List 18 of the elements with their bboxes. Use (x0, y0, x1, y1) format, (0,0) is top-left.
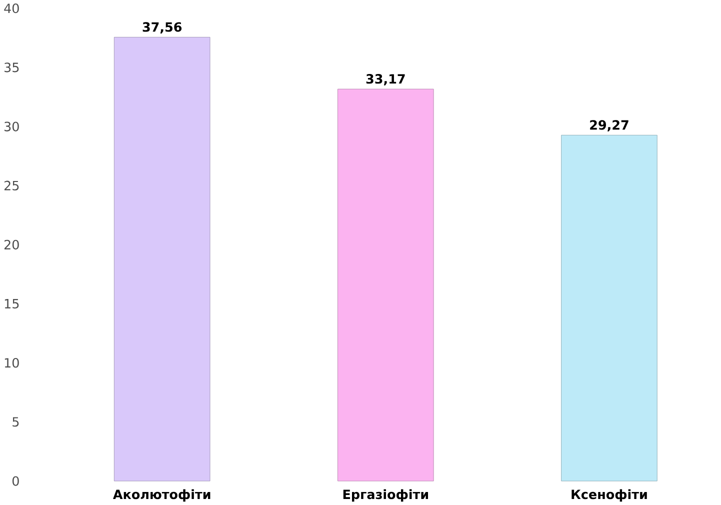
y-tick-label: 15 (4, 298, 19, 308)
x-tick-label: Ксенофіти (572, 489, 647, 502)
y-tick-label: 40 (4, 3, 19, 14)
y-tick-label: 10 (4, 358, 19, 368)
bar (114, 36, 210, 482)
y-tick-label: 25 (4, 180, 19, 190)
data-label: 29,27 (590, 120, 628, 132)
data-label: 33,17 (366, 74, 405, 86)
x-tick-label: Ергазіофіти (343, 489, 428, 502)
bar (561, 134, 658, 482)
y-tick-label: 30 (4, 122, 19, 132)
y-tick-label: 5 (12, 417, 19, 427)
y-tick-label: 0 (12, 476, 19, 486)
bar (338, 88, 434, 482)
y-tick-label: 35 (4, 62, 19, 72)
data-label: 37,56 (142, 22, 182, 34)
y-tick-label: 20 (4, 240, 19, 250)
x-tick-label: Аколютофіти (112, 489, 210, 502)
